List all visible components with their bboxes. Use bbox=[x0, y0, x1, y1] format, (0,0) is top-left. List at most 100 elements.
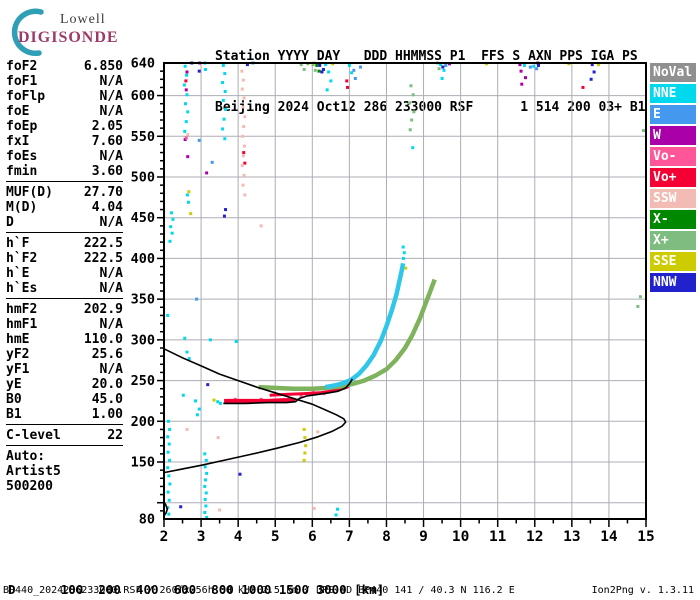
param-row: hmF2 202.9 bbox=[6, 302, 123, 317]
param-label: hmF1 bbox=[6, 317, 38, 332]
param-label: h`F bbox=[6, 236, 30, 251]
param-value: N/A bbox=[99, 89, 123, 104]
panel-divider bbox=[6, 232, 123, 233]
svg-text:15: 15 bbox=[637, 529, 654, 545]
panel-divider bbox=[6, 445, 123, 446]
param-label: C-level bbox=[6, 428, 61, 443]
svg-text:14: 14 bbox=[600, 529, 618, 545]
header-line-values: Beijing 2024 Oct12 286 233000 RSF 1 514 … bbox=[215, 100, 646, 115]
muf-distance-table: D 100 200 400 600 800 1000 1500 3000 [km… bbox=[8, 556, 392, 600]
param-row: foE N/A bbox=[6, 104, 123, 119]
param-label: D bbox=[6, 215, 14, 230]
svg-text:13: 13 bbox=[563, 529, 580, 545]
panel-divider bbox=[6, 424, 123, 425]
param-row: foEs N/A bbox=[6, 149, 123, 164]
param-label: hmF2 bbox=[6, 302, 38, 317]
param-row: C-level 22 bbox=[6, 428, 123, 443]
trace-profile-E-region bbox=[163, 501, 169, 517]
param-value: 3.60 bbox=[91, 164, 123, 179]
svg-text:3: 3 bbox=[197, 529, 206, 545]
svg-text:7: 7 bbox=[345, 529, 354, 545]
param-row: 500200 bbox=[6, 479, 123, 494]
digisonde-logo: Lowell DIGISONDE bbox=[6, 6, 156, 57]
param-value: N/A bbox=[99, 215, 123, 230]
svg-text:550: 550 bbox=[131, 129, 155, 145]
panel-divider bbox=[6, 181, 123, 182]
svg-text:2: 2 bbox=[160, 529, 169, 545]
logo-text-digisonde: DIGISONDE bbox=[18, 29, 119, 46]
param-row: h`Es N/A bbox=[6, 281, 123, 296]
param-label: B0 bbox=[6, 392, 22, 407]
param-row: fmin 3.60 bbox=[6, 164, 123, 179]
axis-ticks bbox=[157, 70, 647, 527]
trace-true-height-profile bbox=[163, 348, 347, 474]
legend-item-x: X- bbox=[650, 210, 696, 229]
param-row: yF2 25.6 bbox=[6, 347, 123, 362]
legend-item-x: X+ bbox=[650, 231, 696, 250]
parameter-panel: foF2 6.850 foF1 N/A foFlp N/A foE N/A foEp 2.05 fx… bbox=[6, 59, 123, 494]
svg-text:6: 6 bbox=[308, 529, 317, 545]
param-label: 500200 bbox=[6, 479, 53, 494]
param-value: N/A bbox=[99, 362, 123, 377]
ionogram-plot: 2 3 4 5 6 7 8 9 10 11 12 13 14 15 640 600 550 500 450 400 35… bbox=[131, 56, 655, 546]
legend-item-e: E bbox=[650, 105, 696, 124]
param-value: 7.60 bbox=[91, 134, 123, 149]
svg-text:500: 500 bbox=[131, 170, 155, 186]
svg-text:12: 12 bbox=[526, 529, 543, 545]
param-label: yF2 bbox=[6, 347, 30, 362]
param-label: fmin bbox=[6, 164, 38, 179]
legend-item-nne: NNE bbox=[650, 84, 696, 103]
svg-text:4: 4 bbox=[234, 529, 243, 545]
param-label: Artist5 bbox=[6, 464, 61, 479]
svg-text:200: 200 bbox=[131, 414, 155, 430]
svg-text:9: 9 bbox=[419, 529, 428, 545]
param-value: 4.04 bbox=[91, 200, 123, 215]
header-line-columns: Station YYYY DAY DDD HHMMSS P1 FFS S AXN… bbox=[215, 49, 638, 64]
distance-row: D 100 200 400 600 800 1000 1500 3000 [km… bbox=[8, 582, 385, 597]
param-value: 22 bbox=[107, 428, 123, 443]
svg-text:600: 600 bbox=[131, 88, 155, 104]
param-label: foE bbox=[6, 104, 30, 119]
y-axis-labels: 640 600 550 500 450 400 350 300 250 200 150 80 bbox=[131, 56, 155, 528]
param-value: 222.5 bbox=[83, 236, 123, 251]
color-legend: NoVal NNE E W Vo- Vo+ SSW X- X+ SSE NNW bbox=[650, 63, 696, 294]
plot-border bbox=[163, 62, 647, 520]
param-value: N/A bbox=[99, 104, 123, 119]
svg-text:11: 11 bbox=[489, 529, 507, 545]
param-row: yE 20.0 bbox=[6, 377, 123, 392]
legend-item-noval: NoVal bbox=[650, 63, 696, 82]
param-value: 110.0 bbox=[83, 332, 123, 347]
param-label: yE bbox=[6, 377, 22, 392]
legend-item-w: W bbox=[650, 126, 696, 145]
param-row: MUF(D) 27.70 bbox=[6, 185, 123, 200]
param-value: N/A bbox=[99, 317, 123, 332]
param-label: foEs bbox=[6, 149, 38, 164]
trace-fitted-h-trace bbox=[223, 378, 354, 405]
param-row: foFlp N/A bbox=[6, 89, 123, 104]
svg-text:250: 250 bbox=[131, 373, 155, 389]
legend-item-vo: Vo- bbox=[650, 147, 696, 166]
param-label: Auto: bbox=[6, 449, 46, 464]
param-row: B1 1.00 bbox=[6, 407, 123, 422]
param-row: D N/A bbox=[6, 215, 123, 230]
svg-text:150: 150 bbox=[131, 455, 155, 471]
trace-X-trace-green bbox=[258, 278, 437, 391]
param-row: foF1 N/A bbox=[6, 74, 123, 89]
param-row: fxI 7.60 bbox=[6, 134, 123, 149]
param-value: 25.6 bbox=[91, 347, 123, 362]
svg-text:400: 400 bbox=[131, 251, 155, 267]
param-row: h`F 222.5 bbox=[6, 236, 123, 251]
trace-F-trace-cyan bbox=[324, 262, 406, 390]
param-label: foFlp bbox=[6, 89, 46, 104]
param-label: M(D) bbox=[6, 200, 38, 215]
param-value: 222.5 bbox=[83, 251, 123, 266]
param-row: Artist5 bbox=[6, 464, 123, 479]
param-row: h`E N/A bbox=[6, 266, 123, 281]
param-row: yF1 N/A bbox=[6, 362, 123, 377]
param-label: foEp bbox=[6, 119, 38, 134]
param-value: 6.850 bbox=[83, 59, 123, 74]
param-label: B1 bbox=[6, 407, 22, 422]
ionogram-plot-area: 2 3 4 5 6 7 8 9 10 11 12 13 14 15 640 600 550 500 450 400 35… bbox=[131, 56, 655, 546]
legend-item-vo: Vo+ bbox=[650, 168, 696, 187]
svg-text:640: 640 bbox=[131, 56, 155, 72]
